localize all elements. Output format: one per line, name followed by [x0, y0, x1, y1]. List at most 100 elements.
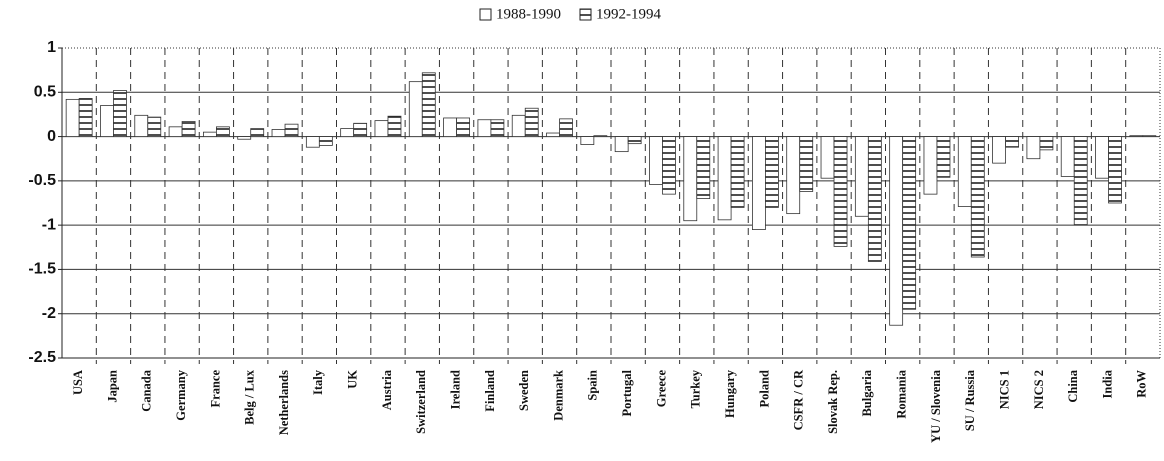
- bar: [854, 136, 869, 217]
- bar: [113, 90, 127, 137]
- x-tick-label: Austria: [380, 369, 394, 410]
- legend-swatch: [579, 8, 592, 21]
- bar: [1073, 136, 1088, 226]
- bar: [752, 136, 766, 230]
- x-tick-label: UK: [346, 370, 360, 389]
- y-tick-label: -1.5: [28, 261, 56, 278]
- bar: [649, 136, 663, 185]
- bar: [100, 105, 114, 137]
- bar: [134, 114, 149, 137]
- bar: [78, 98, 93, 137]
- bar: [889, 136, 904, 326]
- y-tick-label: 1: [47, 39, 56, 56]
- bar: [992, 136, 1006, 164]
- bar: [477, 119, 492, 137]
- bar: [1026, 136, 1041, 160]
- x-tick-label: Turkey: [689, 369, 703, 408]
- bar: [237, 136, 252, 140]
- bar: [490, 119, 505, 137]
- bar: [456, 117, 470, 137]
- bar: [1142, 135, 1157, 137]
- bar: [936, 136, 951, 178]
- x-tick-label: Greece: [654, 370, 668, 408]
- x-tick-label: Canada: [140, 369, 154, 411]
- bar: [421, 72, 436, 137]
- bar: [1129, 135, 1144, 137]
- bar: [65, 98, 80, 137]
- bar: [387, 115, 402, 137]
- bar: [833, 136, 848, 247]
- bar: [820, 136, 835, 179]
- bar: [614, 136, 629, 153]
- bar: [1095, 136, 1109, 179]
- bar: [181, 121, 196, 137]
- bar: [353, 122, 368, 137]
- bar: [580, 136, 595, 145]
- bar: [147, 116, 162, 137]
- legend-label: 1988-1990: [496, 6, 561, 22]
- bar: [318, 136, 333, 146]
- x-tick-label: SU / Russia: [963, 369, 977, 431]
- y-tick-label: -0.5: [28, 172, 56, 189]
- legend-swatch: [479, 8, 492, 21]
- x-tick-label: Slovak Rep.: [826, 370, 840, 434]
- x-tick-label: Sweden: [517, 370, 531, 411]
- bar: [867, 136, 882, 262]
- x-tick-label: Romania: [895, 369, 909, 418]
- y-tick-label: 0: [47, 128, 56, 145]
- bar: [559, 118, 573, 137]
- x-tick-label: Japan: [105, 370, 119, 403]
- x-tick-label: Germany: [174, 369, 188, 420]
- bar: [511, 114, 526, 137]
- bar: [765, 136, 779, 208]
- bar: [923, 136, 938, 195]
- x-tick-label: Switzerland: [414, 370, 428, 434]
- bar: [717, 136, 732, 221]
- x-tick-label: Netherlands: [277, 370, 291, 435]
- bar: [683, 136, 698, 222]
- bar: [250, 128, 265, 137]
- bar: [730, 136, 745, 208]
- bar: [662, 136, 676, 195]
- x-tick-label: France: [208, 370, 222, 408]
- x-tick-label: NICS 1: [997, 370, 1011, 409]
- x-tick-label: Portugal: [620, 369, 634, 416]
- bar: [546, 132, 560, 137]
- bar: [340, 128, 355, 137]
- legend-label: 1992-1994: [596, 6, 661, 22]
- bar: [593, 135, 608, 137]
- bar: [408, 81, 423, 137]
- y-tick-label: -2: [42, 305, 56, 322]
- bar: [786, 136, 801, 215]
- x-tick-label: Poland: [757, 370, 771, 408]
- x-tick-label: CSFR / CR: [792, 369, 806, 430]
- bar: [168, 126, 183, 137]
- x-tick-label: Spain: [586, 370, 600, 401]
- x-tick-label: Denmark: [551, 370, 565, 421]
- x-tick-label: USA: [71, 370, 85, 395]
- x-tick-label: Bulgaria: [860, 369, 874, 416]
- bar: [1005, 136, 1019, 148]
- y-tick-label: -2.5: [28, 349, 56, 366]
- x-tick-label: NICS 2: [1032, 370, 1046, 409]
- bar: [524, 107, 539, 137]
- bar: [443, 117, 457, 137]
- bar: [1060, 136, 1075, 177]
- bar: [902, 136, 917, 310]
- x-tick-label: RoW: [1135, 370, 1149, 398]
- bar: [374, 120, 389, 137]
- bar: [696, 136, 711, 199]
- x-tick-label: YU / Slovenia: [929, 369, 943, 443]
- bar: [970, 136, 985, 258]
- bar: [627, 136, 642, 145]
- x-tick-label: Belg / Lux: [243, 369, 257, 425]
- bar: [203, 131, 217, 137]
- y-tick-label: 0.5: [34, 84, 56, 101]
- x-tick-label: Ireland: [448, 370, 462, 409]
- bar: [305, 136, 320, 148]
- bar: [271, 129, 286, 137]
- bar: [957, 136, 972, 207]
- x-tick-label: Hungary: [723, 369, 737, 418]
- bar: [216, 126, 230, 137]
